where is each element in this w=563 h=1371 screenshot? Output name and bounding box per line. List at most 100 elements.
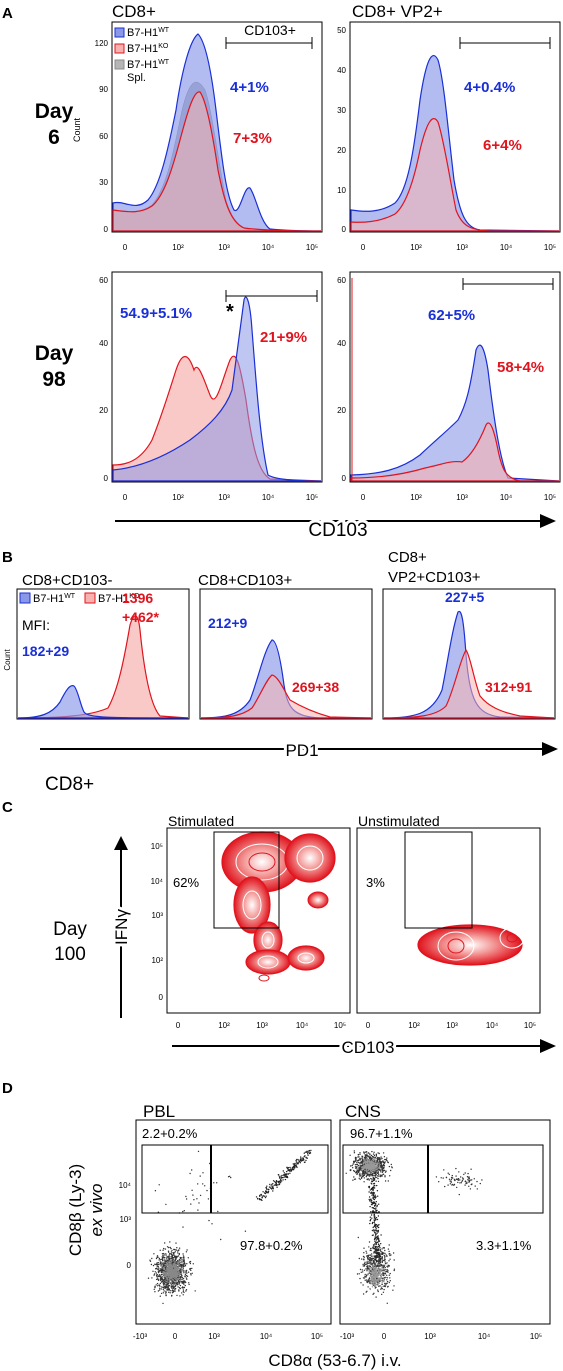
- event-dot: [363, 1151, 365, 1153]
- event-dot: [382, 1160, 384, 1163]
- event-dot: [174, 1283, 176, 1285]
- event-dot: [173, 1290, 175, 1293]
- event-dot: [389, 1280, 391, 1282]
- event-dot: [156, 1276, 158, 1278]
- event-dot: [156, 1262, 158, 1264]
- event-dot: [147, 1277, 150, 1279]
- event-dot: [363, 1264, 366, 1266]
- panel-c-day-line2: 100: [54, 944, 86, 965]
- event-dot: [274, 1182, 277, 1184]
- event-dot: [371, 1175, 373, 1177]
- stat-b3-wt: 227+5: [445, 589, 485, 605]
- event-dot: [375, 1281, 377, 1283]
- event-dot: [358, 1165, 361, 1168]
- event-dot: [297, 1159, 300, 1161]
- x-tick: 10⁵: [530, 1332, 542, 1341]
- event-dot: [384, 1171, 387, 1173]
- event-dot: [185, 1195, 187, 1198]
- event-dot: [165, 1261, 167, 1263]
- event-dot: [284, 1175, 287, 1178]
- event-dot: [170, 1282, 173, 1284]
- event-dot: [182, 1255, 185, 1257]
- event-dot: [381, 1256, 383, 1259]
- event-dot: [382, 1165, 384, 1167]
- event-dot: [353, 1152, 356, 1154]
- event-dot: [175, 1256, 177, 1259]
- event-dot: [264, 1190, 267, 1193]
- event-dot: [163, 1278, 165, 1281]
- event-dot: [356, 1173, 359, 1175]
- event-dot: [162, 1266, 165, 1269]
- event-dot: [362, 1171, 364, 1173]
- event-dot: [166, 1268, 169, 1270]
- event-dot: [389, 1252, 391, 1255]
- event-dot: [375, 1170, 377, 1172]
- event-dot: [375, 1160, 377, 1163]
- event-dot: [158, 1274, 160, 1277]
- event-dot: [372, 1274, 374, 1276]
- gate-box: [404, 831, 473, 929]
- event-dot: [158, 1259, 160, 1261]
- event-dot: [186, 1272, 188, 1274]
- event-dot: [153, 1273, 156, 1275]
- event-dot: [370, 1214, 373, 1216]
- event-dot: [378, 1274, 380, 1276]
- event-dot: [377, 1248, 380, 1250]
- event-dot: [356, 1171, 358, 1174]
- event-dot: [370, 1247, 372, 1250]
- event-dot: [369, 1256, 371, 1259]
- event-dot: [374, 1279, 377, 1281]
- gate-cd103: [462, 278, 554, 290]
- panel-c-xaxis-label: CD103: [342, 1038, 395, 1057]
- event-dot: [177, 1286, 179, 1288]
- event-dot: [162, 1292, 165, 1294]
- event-dot: [289, 1172, 291, 1175]
- legend: B7-H1WT B7-H1KO B7-H1WT Spl.: [114, 27, 170, 84]
- event-dot: [154, 1263, 156, 1265]
- x-ticks: 0 10² 10³ 10⁴ 10⁵: [176, 1021, 346, 1030]
- event-dot: [377, 1152, 379, 1154]
- event-dot: [449, 1180, 451, 1182]
- event-dot: [163, 1281, 165, 1284]
- event-dot: [363, 1156, 366, 1159]
- event-dot: [378, 1158, 380, 1161]
- event-dot: [378, 1167, 380, 1170]
- event-dot: [365, 1276, 367, 1278]
- event-dot: [257, 1198, 259, 1200]
- event-dot: [160, 1271, 162, 1274]
- event-dot: [168, 1259, 170, 1261]
- event-dot: [381, 1265, 383, 1267]
- event-dot: [163, 1252, 165, 1255]
- event-dot: [189, 1262, 192, 1265]
- event-dot: [361, 1258, 363, 1260]
- event-dot: [384, 1261, 386, 1263]
- event-dot: [366, 1267, 369, 1269]
- event-dot: [378, 1253, 380, 1255]
- event-dot: [481, 1179, 483, 1181]
- y-ticks: 60 40 20 0: [99, 276, 108, 483]
- event-dot: [370, 1173, 372, 1176]
- event-dot: [370, 1218, 372, 1221]
- x-tick: 10⁵: [311, 1332, 323, 1341]
- event-dot: [358, 1273, 360, 1275]
- event-dot: [304, 1155, 306, 1157]
- event-dot: [384, 1262, 387, 1265]
- event-dot: [166, 1277, 169, 1279]
- event-dot: [213, 1182, 215, 1184]
- event-dot: [160, 1288, 162, 1290]
- event-dot: [365, 1168, 367, 1171]
- event-dot: [376, 1275, 378, 1277]
- event-dot: [386, 1274, 388, 1277]
- event-dot: [182, 1281, 184, 1283]
- event-dot: [360, 1174, 362, 1177]
- event-dot: [374, 1284, 376, 1286]
- y-tick: 30: [99, 178, 108, 187]
- event-dot: [359, 1168, 361, 1170]
- event-dot: [349, 1169, 352, 1171]
- x-ticks: 0 10² 10³ 10⁴ 10⁵: [361, 493, 556, 502]
- panel-d-title-pbl: PBL: [143, 1102, 175, 1121]
- event-dot: [279, 1179, 282, 1181]
- event-dot: [295, 1161, 298, 1163]
- event-dot: [164, 1248, 167, 1250]
- event-dot: [372, 1188, 374, 1191]
